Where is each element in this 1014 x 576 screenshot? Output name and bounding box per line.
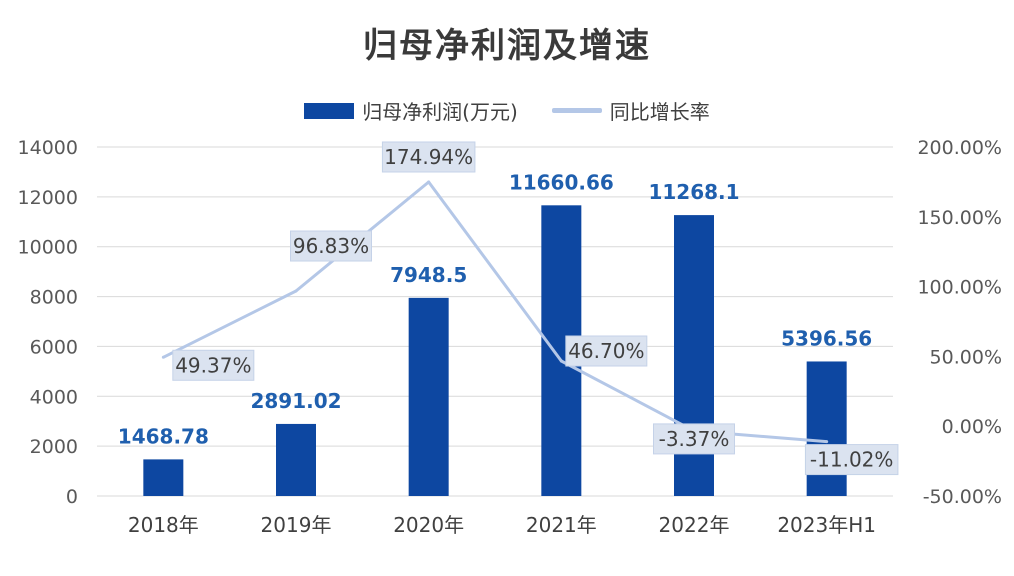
bar bbox=[143, 459, 184, 496]
x-tick-label: 2019年 bbox=[261, 513, 332, 537]
y-left-tick-label: 2000 bbox=[30, 436, 78, 458]
y-right-tick-label: 100.00% bbox=[917, 277, 1002, 299]
x-tick-label: 2018年 bbox=[128, 513, 199, 537]
bar-value-label: 11660.66 bbox=[509, 170, 614, 194]
legend-item-bar: 归母净利润(万元) bbox=[304, 96, 518, 125]
legend-label-line: 同比增长率 bbox=[609, 100, 710, 124]
x-tick-label: 2021年 bbox=[526, 513, 597, 537]
y-left-tick-label: 6000 bbox=[30, 336, 78, 358]
line-point bbox=[294, 289, 298, 293]
legend-label-bar: 归母净利润(万元) bbox=[362, 100, 518, 124]
line-value-label: 96.83% bbox=[293, 234, 369, 258]
legend-swatch-line bbox=[551, 108, 602, 113]
bar-value-label: 11268.1 bbox=[648, 180, 739, 204]
bar-value-label: 1468.78 bbox=[118, 424, 209, 448]
y-right-tick-label: 200.00% bbox=[917, 137, 1002, 159]
line-point bbox=[825, 440, 829, 444]
x-tick-label: 2022年 bbox=[659, 513, 730, 537]
bar-value-label: 2891.02 bbox=[250, 389, 341, 413]
y-left-tick-label: 12000 bbox=[18, 187, 78, 209]
bar bbox=[806, 361, 847, 496]
line-point bbox=[427, 180, 431, 184]
y-left-tick-label: 4000 bbox=[30, 386, 78, 408]
y-right-tick-label: 50.00% bbox=[930, 346, 1002, 368]
line-value-label: -3.37% bbox=[659, 427, 730, 451]
legend: 归母净利润(万元) 同比增长率 bbox=[0, 96, 1014, 125]
x-tick-label: 2020年 bbox=[393, 513, 464, 537]
line-label-box bbox=[653, 423, 735, 455]
chart-title: 归母净利润及增速 bbox=[363, 26, 651, 66]
y-left-tick-label: 8000 bbox=[30, 287, 78, 309]
line-point bbox=[161, 355, 165, 359]
line-label-box bbox=[565, 335, 648, 367]
bar-value-label: 7948.5 bbox=[390, 263, 467, 287]
bar-value-label: 5396.56 bbox=[781, 326, 872, 350]
line-label-box bbox=[381, 141, 476, 173]
y-right-tick-label: 0.00% bbox=[942, 416, 1002, 438]
bar bbox=[408, 297, 449, 496]
line-label-box bbox=[172, 349, 255, 381]
x-tick-label: 2023年H1 bbox=[777, 513, 876, 537]
line-value-label: 49.37% bbox=[175, 353, 251, 377]
line-value-label: 46.70% bbox=[568, 339, 644, 363]
y-left-tick-label: 14000 bbox=[18, 137, 78, 159]
bar bbox=[276, 423, 316, 496]
legend-swatch-bar bbox=[304, 102, 355, 119]
y-left-tick-label: 0 bbox=[66, 486, 78, 508]
y-right-tick-label: -50.00% bbox=[923, 486, 1002, 508]
line-label-box bbox=[290, 230, 372, 262]
line-value-label: 174.94% bbox=[384, 145, 473, 169]
y-left-tick-label: 10000 bbox=[18, 237, 78, 259]
legend-item-line: 同比增长率 bbox=[551, 96, 710, 125]
y-right-tick-label: 150.00% bbox=[917, 207, 1002, 229]
line-label-box bbox=[804, 444, 899, 476]
line-value-label: -11.02% bbox=[810, 448, 893, 472]
line-point bbox=[559, 359, 563, 363]
